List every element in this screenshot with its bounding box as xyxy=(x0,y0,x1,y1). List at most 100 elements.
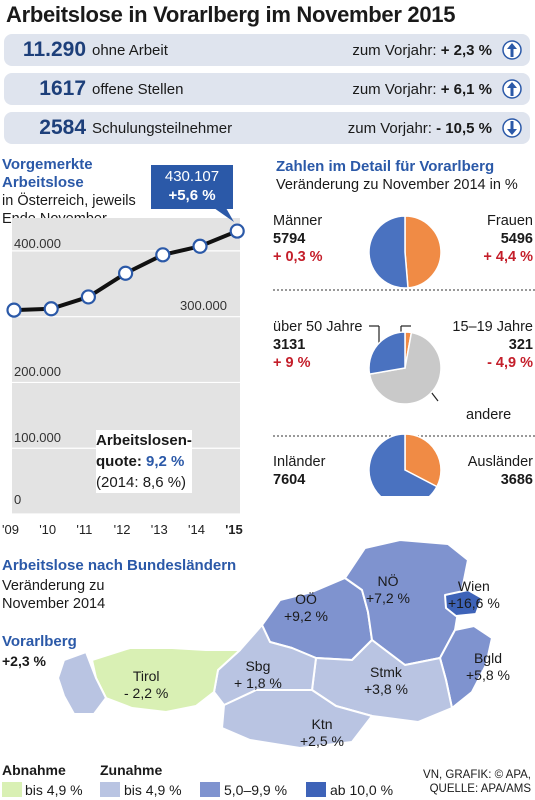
data-point xyxy=(192,238,208,254)
data-point xyxy=(6,302,22,318)
austria-map xyxy=(57,539,493,749)
pie3-right-label-block: Ausländer 3686 xyxy=(468,453,533,489)
pie2-right-change: - 4,9 % xyxy=(487,355,533,371)
data-point xyxy=(155,247,171,263)
stat-compare: zum Vorjahr: + 2,3 % xyxy=(352,42,492,59)
pie3-right-value: 3686 xyxy=(500,472,533,488)
legend-swatch-increase-high xyxy=(306,782,326,797)
map-state-vorarlberg xyxy=(57,651,107,715)
x-tick-label: '11 xyxy=(76,522,93,537)
map-state-name: OÖ xyxy=(295,591,317,607)
stat-row-trainees: 2584 Schulungsteilnehmer zum Vorjahr: - … xyxy=(4,112,530,144)
data-point xyxy=(43,301,59,317)
line-chart-title-line1: Vorgemerkte xyxy=(2,156,93,173)
pie1-left-value: 5794 xyxy=(273,231,306,247)
pie-slice xyxy=(404,433,442,488)
map-state-change: +5,8 % xyxy=(466,667,510,683)
map-state-change: +2,5 % xyxy=(300,733,344,749)
map-state-name: Stmk xyxy=(370,664,402,680)
pie-slice xyxy=(404,215,442,289)
map-label-stmk: Stmk +3,8 % xyxy=(364,664,408,698)
pie3-right-label: Ausländer xyxy=(467,454,533,470)
legend-label: bis 4,9 % xyxy=(25,782,83,798)
rate-previous: (2014: 8,6 %) xyxy=(96,474,187,491)
trend-up-icon xyxy=(502,40,522,60)
detail-title: Zahlen im Detail für Vorarlberg xyxy=(276,158,495,175)
map-label-wien: Wien +16,6 % xyxy=(448,578,500,612)
page-title: Arbeitslose in Vorarlberg im November 20… xyxy=(6,2,456,27)
stat-value: 1617 xyxy=(39,77,86,100)
callout-box: 430.107 +5,6 % xyxy=(151,165,233,209)
x-tick-label: '12 xyxy=(113,522,131,537)
y-tick-label: 400.000 xyxy=(14,236,61,251)
legend-label: 5,0–9,9 % xyxy=(224,782,288,798)
map-state-name: Tirol xyxy=(132,668,160,684)
x-tick-label: '14 xyxy=(188,522,205,537)
map-label-vorarlberg-change: +2,3 % xyxy=(2,653,46,669)
source-line1: VN, GRAFIK: © APA, xyxy=(423,769,531,781)
pie2-other-label: andere xyxy=(466,407,512,423)
pie1-right-value: 5496 xyxy=(500,231,533,247)
pie1-left-label: Männer xyxy=(273,213,323,229)
map-subtitle-line1: Veränderung zu xyxy=(2,578,105,594)
legend-swatch-decrease xyxy=(2,782,22,797)
pie2-left-value: 3131 xyxy=(273,337,306,353)
map-label-noe: NÖ +7,2 % xyxy=(366,573,410,607)
legend-increase-title: Zunahme xyxy=(100,762,163,778)
map-state-name: Ktn xyxy=(311,716,333,732)
stat-compare: zum Vorjahr: - 10,5 % xyxy=(348,120,492,137)
legend-decrease-title: Abnahme xyxy=(2,762,66,778)
map-state-change: +7,2 % xyxy=(366,590,410,606)
trend-up-icon xyxy=(502,79,522,99)
stat-compare: zum Vorjahr: + 6,1 % xyxy=(352,81,492,98)
y-tick-label: 200.000 xyxy=(14,364,61,379)
x-tick-label: '09 xyxy=(2,522,19,537)
map-label-ooe: OÖ +9,2 % xyxy=(284,591,328,625)
pie2-right-label: 15–19 Jahre xyxy=(452,319,533,335)
map-state-name: NÖ xyxy=(377,573,399,589)
map-subtitle: Veränderung zu November 2014 xyxy=(2,577,105,613)
stat-label: offene Stellen xyxy=(92,81,184,98)
rate-value: 9,2 % xyxy=(146,453,185,470)
pie-slice xyxy=(368,433,438,496)
map-label-vorarlberg-name: Vorarlberg xyxy=(2,633,77,650)
map-state-name: Wien xyxy=(457,578,490,594)
pie-charts xyxy=(273,215,535,496)
map-label-sbg: Sbg + 1,8 % xyxy=(234,658,282,692)
map-state-change: +16,6 % xyxy=(448,595,500,611)
pie1-right-change: + 4,4 % xyxy=(483,249,533,265)
trend-down-icon xyxy=(502,118,522,138)
rate-label: quote: xyxy=(96,453,142,470)
map-state-change: - 2,2 % xyxy=(124,685,169,701)
pie1-left-change: + 0,3 % xyxy=(273,249,323,265)
pie2-right-value: 321 xyxy=(508,337,533,353)
y-tick-label: 100.000 xyxy=(14,430,61,445)
x-tick-label: '10 xyxy=(39,522,57,537)
stat-value: 2584 xyxy=(39,116,86,139)
pie3-left-label: Inländer xyxy=(273,454,326,470)
pie1-right-label-block: Frauen 5496 + 4,4 % xyxy=(483,212,533,266)
data-point xyxy=(117,265,134,281)
map-state-change: + 1,8 % xyxy=(234,675,282,691)
pie2-right-label-block: 15–19 Jahre 321 - 4,9 % xyxy=(452,318,533,372)
map-state-name: Sbg xyxy=(245,658,271,674)
map-state-wien xyxy=(444,589,483,617)
y-tick-label: 0 xyxy=(14,492,22,507)
pie-slice xyxy=(368,215,409,289)
pie1-right-label: Frauen xyxy=(487,213,533,229)
pie1-left-label-block: Männer 5794 + 0,3 % xyxy=(273,212,323,266)
map-title: Arbeitslose nach Bundesländern xyxy=(2,557,237,574)
stat-label: ohne Arbeit xyxy=(92,42,168,59)
compare-label: zum Vorjahr: xyxy=(352,81,437,98)
rate-label-line1: Arbeitslosen- xyxy=(96,432,192,449)
y-tick-label: 300.000 xyxy=(180,298,227,313)
map-state-name: Bgld xyxy=(473,650,502,666)
line-chart xyxy=(6,218,245,515)
detail-subtitle: Veränderung zu November 2014 in % xyxy=(276,177,518,193)
data-point xyxy=(229,223,245,239)
legend-label: ab 10,0 % xyxy=(330,782,394,798)
legend-label: bis 4,9 % xyxy=(124,782,182,798)
legend-swatch-increase-low xyxy=(100,782,120,797)
legend-swatch-increase-mid xyxy=(200,782,220,797)
stat-row-open-positions: 1617 offene Stellen zum Vorjahr: + 6,1 % xyxy=(4,73,530,105)
